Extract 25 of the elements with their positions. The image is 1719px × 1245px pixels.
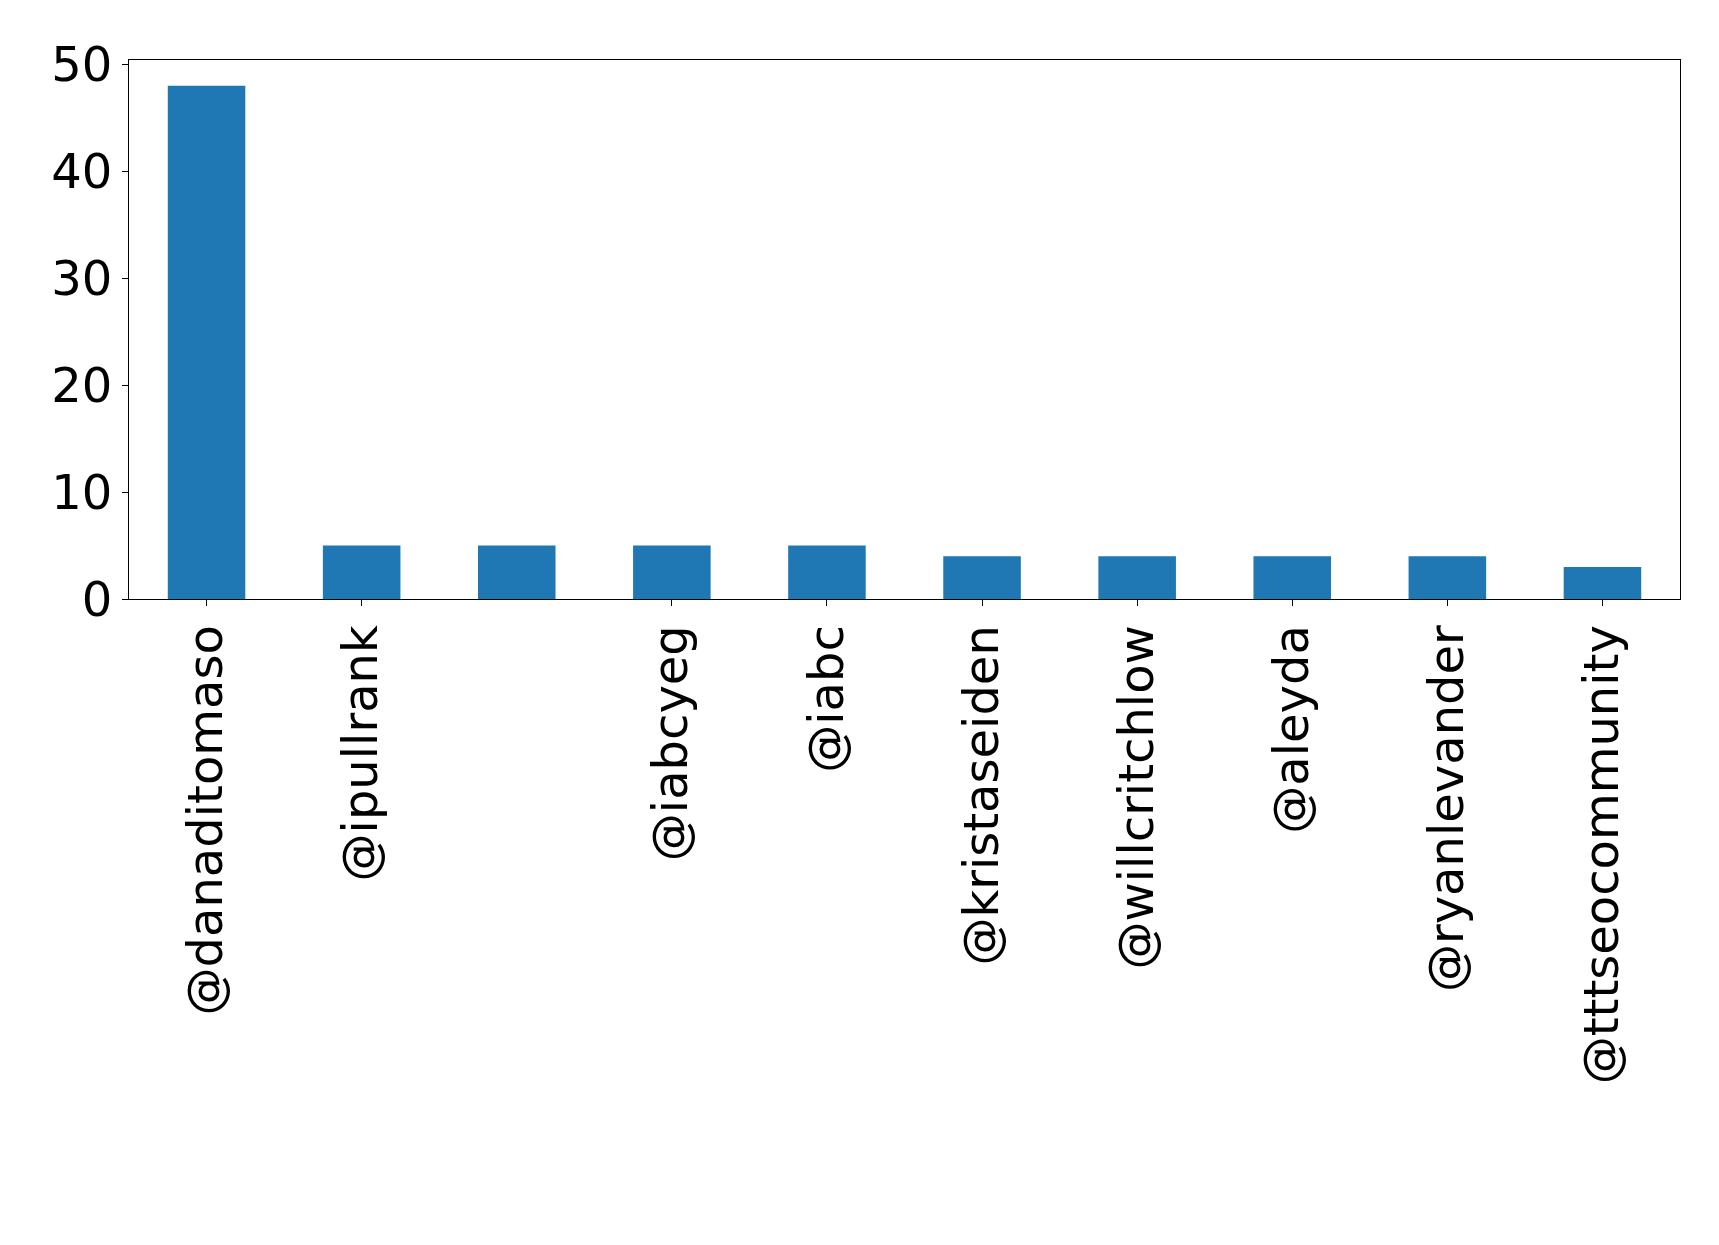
y-tick-label: 0 bbox=[81, 570, 113, 627]
bar bbox=[633, 545, 711, 599]
x-tick-label: @danaditomaso bbox=[177, 625, 234, 1016]
x-tick-label: @aleyda bbox=[1262, 625, 1319, 834]
x-tick-label: @ryanlevander bbox=[1417, 624, 1474, 993]
x-tick-label: @tttseocommunity bbox=[1573, 625, 1630, 1085]
y-tick-label: 40 bbox=[51, 143, 113, 200]
x-tick-label: @willcritchlow bbox=[1107, 625, 1164, 970]
bar bbox=[788, 545, 866, 599]
y-tick-label: 20 bbox=[51, 356, 113, 413]
x-tick-label: @iabc bbox=[797, 625, 854, 773]
y-tick-label: 50 bbox=[51, 36, 113, 93]
bar bbox=[322, 545, 401, 599]
x-tick-label: @kristaseiden bbox=[952, 625, 1009, 966]
y-tick-label: 10 bbox=[51, 463, 113, 520]
bar bbox=[477, 545, 556, 599]
bar bbox=[1253, 556, 1332, 599]
y-tick-label: 30 bbox=[51, 249, 113, 306]
bar bbox=[1098, 556, 1176, 599]
x-tick-label: @ipullrank bbox=[332, 625, 389, 882]
bar bbox=[943, 556, 1021, 599]
bar bbox=[1563, 566, 1642, 599]
x-tick-label: @iabcyeg bbox=[642, 625, 699, 862]
bar bbox=[167, 85, 246, 599]
bar bbox=[1408, 556, 1487, 599]
